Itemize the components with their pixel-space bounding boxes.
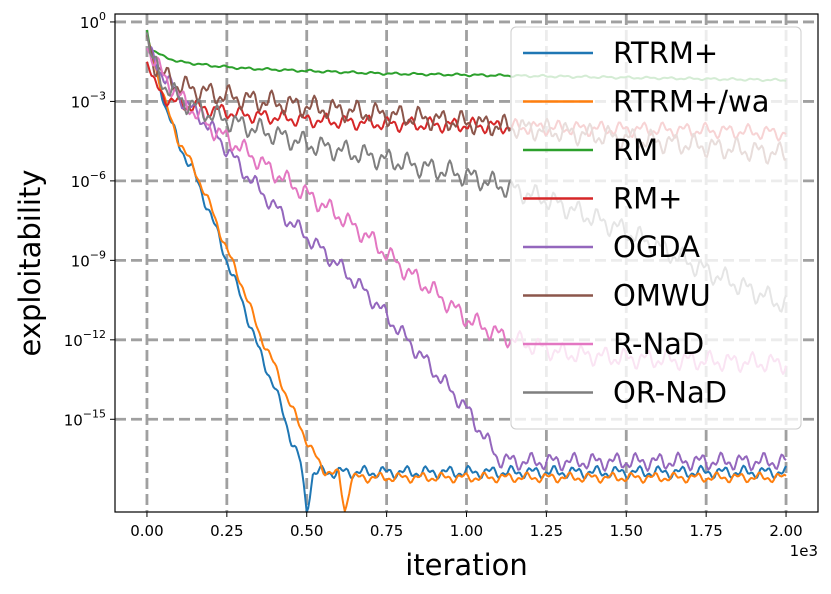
x-tick-label: 0.50 [290, 522, 323, 540]
y-axis-title: exploitability [13, 169, 47, 356]
x-axis-title: iteration [405, 548, 528, 582]
legend: RTRM+ RTRM+/wa RM RM+ OGDA OMWU R-NaD OR-NaD [510, 26, 802, 430]
legend-label: R-NaD [613, 327, 704, 361]
legend-label: OGDA [613, 230, 700, 264]
y-tick-label: 10−9 [71, 248, 106, 270]
legend-box [510, 26, 802, 430]
y-tick-label: 10−12 [64, 328, 106, 350]
legend-label: RM [613, 133, 658, 167]
x-tick-label: 1.25 [530, 522, 563, 540]
legend-label: RM+ [613, 182, 682, 216]
x-tick-label: 2.00 [769, 522, 802, 540]
y-tick-label: 10−3 [71, 89, 106, 111]
x-tick-label: 0.75 [370, 522, 403, 540]
x-axis-ticks: 0.00 0.25 0.50 0.75 1.00 1.25 1.50 1.75 2.00 [130, 512, 803, 540]
series-line-rtrm-wa [146, 34, 787, 513]
x-tick-label: 0.00 [130, 522, 163, 540]
series-line-rtrm- [146, 34, 787, 513]
legend-label: RTRM+ [613, 36, 718, 70]
x-tick-label: 0.25 [210, 522, 243, 540]
y-tick-label: 10−15 [64, 407, 106, 429]
legend-label: OMWU [613, 279, 711, 313]
y-tick-label: 100 [80, 10, 106, 32]
y-tick-label: 10−6 [71, 169, 106, 191]
x-tick-label: 1.75 [689, 522, 722, 540]
legend-label: OR-NaD [613, 376, 727, 410]
series-line-ogda [146, 46, 787, 472]
legend-label: RTRM+/wa [613, 85, 769, 119]
x-axis-multiplier: 1e3 [790, 542, 818, 560]
y-axis-ticks: 100 10−3 10−6 10−9 10−12 10−15 [64, 10, 115, 429]
x-tick-label: 1.00 [450, 522, 483, 540]
x-tick-label: 1.50 [610, 522, 643, 540]
